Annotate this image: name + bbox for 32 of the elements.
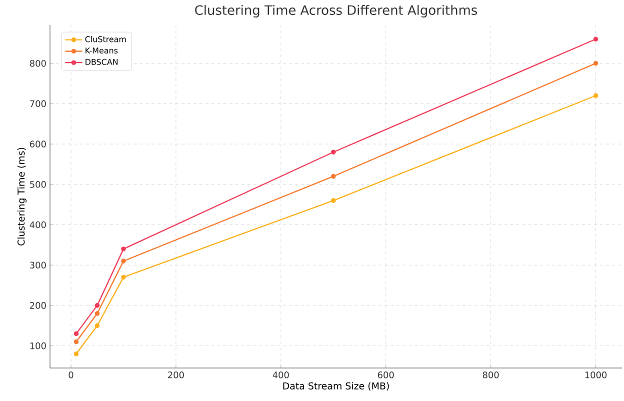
y-tick-label: 100 bbox=[30, 342, 46, 350]
x-axis-title: Data Stream Size (MB) bbox=[283, 382, 389, 391]
point bbox=[330, 198, 336, 203]
y-tick-label: 300 bbox=[30, 262, 46, 268]
point bbox=[74, 331, 79, 336]
point bbox=[330, 150, 336, 155]
point bbox=[94, 323, 100, 328]
y-tick-label: 400 bbox=[30, 221, 46, 228]
point bbox=[593, 36, 598, 42]
point bbox=[330, 174, 336, 179]
y-tick-label: 500 bbox=[30, 181, 46, 188]
y-axis-title: Clustering Time (ms) bbox=[17, 148, 27, 246]
point bbox=[94, 303, 100, 308]
chart-title: Clustering Time Across Different Algorithms bbox=[195, 4, 478, 18]
point bbox=[121, 246, 126, 252]
point bbox=[121, 274, 126, 280]
y-tick-label: 200 bbox=[30, 302, 46, 309]
x-tick-label: 1000 bbox=[585, 372, 607, 378]
point bbox=[74, 351, 79, 356]
y-tick-label: 800 bbox=[30, 60, 46, 67]
y-tick-label: 700 bbox=[30, 100, 46, 108]
point bbox=[74, 339, 79, 344]
x-tick-label: 400 bbox=[272, 372, 289, 378]
point bbox=[94, 311, 100, 316]
y-tick-label: 600 bbox=[30, 140, 46, 148]
x-tick-label: 0 bbox=[68, 372, 74, 378]
x-tick-label: 200 bbox=[168, 372, 184, 378]
x-tick-label: 800 bbox=[482, 372, 499, 378]
point bbox=[121, 258, 126, 264]
point bbox=[593, 60, 598, 66]
point bbox=[593, 93, 598, 98]
x-tick-label: 600 bbox=[378, 372, 394, 378]
